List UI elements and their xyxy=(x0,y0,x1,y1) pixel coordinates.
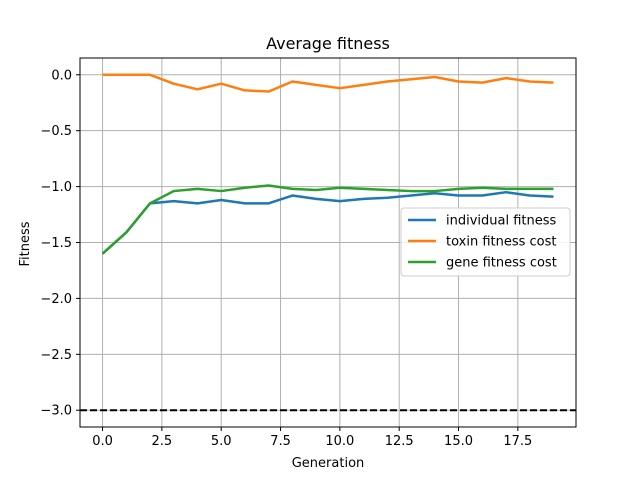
x-tick-label: 5.0 xyxy=(211,434,232,449)
series-lines xyxy=(101,73,554,255)
x-tick-label: 7.5 xyxy=(270,434,291,449)
y-tick-label: −1.0 xyxy=(40,180,72,195)
legend: individual fitness toxin fitness cost gene… xyxy=(400,207,571,277)
x-axis-ticks: 0.0 2.5 5.0 7.5 10.0 12.5 15.0 17.5 xyxy=(92,427,532,449)
legend-label: gene fitness cost xyxy=(446,256,557,271)
x-tick-label: 2.5 xyxy=(152,434,173,449)
x-tick-label: 0.0 xyxy=(92,434,113,449)
legend-label: individual fitness xyxy=(446,214,557,229)
y-tick-label: −2.0 xyxy=(40,292,72,307)
y-axis-label: Fitness xyxy=(18,221,33,266)
grid-lines xyxy=(80,58,576,427)
chart-title: Average fitness xyxy=(266,34,390,53)
y-tick-label: 0.0 xyxy=(51,68,72,83)
y-tick-label: −2.5 xyxy=(40,348,72,363)
x-tick-label: 12.5 xyxy=(385,434,414,449)
x-tick-label: 15.0 xyxy=(444,434,473,449)
series-line-individual-fitness xyxy=(101,190,554,255)
y-tick-label: −1.5 xyxy=(40,236,72,251)
series-line-toxin-fitness-cost xyxy=(102,73,554,93)
legend-label: toxin fitness cost xyxy=(446,235,557,250)
x-tick-label: 17.5 xyxy=(503,434,532,449)
y-axis-ticks: 0.0 −0.5 −1.0 −1.5 −2.0 −2.5 −3.0 xyxy=(40,68,80,419)
legend-box xyxy=(400,207,571,277)
y-tick-label: −3.0 xyxy=(40,404,72,419)
x-tick-label: 10.0 xyxy=(325,434,354,449)
series-line-gene-fitness-cost xyxy=(101,184,554,255)
y-tick-label: −0.5 xyxy=(40,124,72,139)
x-axis-label: Generation xyxy=(292,456,365,471)
